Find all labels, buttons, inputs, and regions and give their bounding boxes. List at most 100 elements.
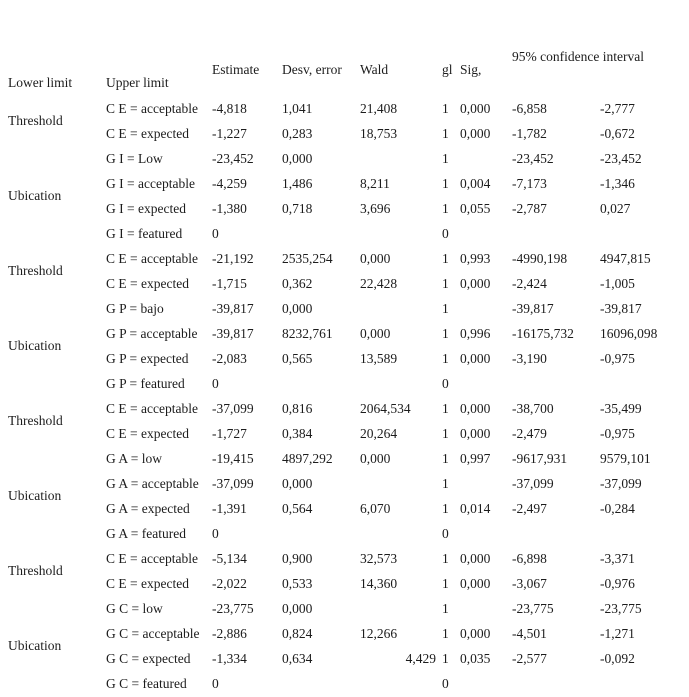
cell-sig: 0,000 bbox=[460, 100, 491, 116]
table-row: Ubication G C = low -23,775 0,000 1 -23,775 -2… bbox=[8, 596, 689, 654]
table-row: G I = expected -1,380 0,718 3,696 1 0,055 -2,7… bbox=[8, 196, 689, 221]
cell-sig bbox=[460, 521, 512, 546]
table-row: C E = expected -2,022 0,533 14,360 1 0,000 -3,… bbox=[8, 571, 689, 596]
cell-wald: 20,264 bbox=[360, 425, 398, 441]
cell-desv-error: 0,384 bbox=[282, 425, 313, 441]
table-row: G P = acceptable -39,817 8232,761 0,000 1 0,9… bbox=[8, 321, 689, 346]
cell-estimate: -37,099 bbox=[212, 475, 254, 491]
row-label: C E = expected bbox=[106, 275, 189, 291]
cell-upper-limit: 16096,098 bbox=[600, 325, 658, 341]
row-label: G I = Low bbox=[106, 150, 163, 166]
cell-sig: 0,035 bbox=[460, 650, 491, 666]
row-label: G C = expected bbox=[106, 650, 191, 666]
cell-sig: 0,055 bbox=[460, 200, 491, 216]
cell-wald bbox=[360, 221, 442, 246]
table-row: G A = acceptable -37,099 0,000 1 -37,099 -37,… bbox=[8, 471, 689, 496]
cell-sig: 0,000 bbox=[460, 400, 491, 416]
cell-sig: 0,993 bbox=[460, 250, 491, 266]
row-label: G C = acceptable bbox=[106, 625, 200, 641]
cell-desv-error: 0,000 bbox=[282, 600, 313, 616]
cell-wald: 13,589 bbox=[360, 350, 398, 366]
col-header-gl: gl bbox=[442, 62, 453, 77]
cell-wald: 4,429 bbox=[405, 650, 436, 666]
cell-gl: 1 bbox=[442, 475, 449, 491]
cell-estimate: 0 bbox=[212, 525, 219, 541]
cell-sig: 0,997 bbox=[460, 450, 491, 466]
cell-sig: 0,000 bbox=[460, 550, 491, 566]
cell-sig: 0,000 bbox=[460, 575, 491, 591]
cell-wald bbox=[360, 471, 442, 496]
cell-desv-error: 0,000 bbox=[282, 300, 313, 316]
cell-upper-limit bbox=[600, 521, 689, 546]
cell-sig: 0,000 bbox=[460, 625, 491, 641]
cell-desv-error bbox=[282, 521, 360, 546]
cell-gl: 1 bbox=[442, 150, 449, 166]
cell-estimate: -23,775 bbox=[212, 600, 254, 616]
row-group-label: Threshold bbox=[8, 563, 63, 578]
cell-lower-limit: -2,787 bbox=[512, 200, 547, 216]
cell-wald bbox=[360, 296, 442, 321]
cell-desv-error bbox=[282, 671, 360, 696]
cell-upper-limit: -2,777 bbox=[600, 100, 635, 116]
cell-desv-error: 0,000 bbox=[282, 475, 313, 491]
row-label: G A = low bbox=[106, 450, 162, 466]
cell-wald: 8,211 bbox=[360, 175, 390, 191]
cell-lower-limit: -4,501 bbox=[512, 625, 547, 641]
cell-estimate: -37,099 bbox=[212, 400, 254, 416]
table-row: G C = expected -1,334 0,634 4,429 1 0,035 -2,5… bbox=[8, 646, 689, 671]
cell-gl: 1 bbox=[442, 625, 449, 641]
cell-sig bbox=[460, 596, 512, 621]
cell-estimate: -23,452 bbox=[212, 150, 254, 166]
col-header-confidence-interval: 95% confidence interval bbox=[512, 49, 644, 64]
cell-desv-error bbox=[282, 371, 360, 396]
cell-desv-error: 0,565 bbox=[282, 350, 313, 366]
cell-gl: 1 bbox=[442, 450, 449, 466]
cell-upper-limit: -1,271 bbox=[600, 625, 635, 641]
cell-estimate: -5,134 bbox=[212, 550, 247, 566]
cell-upper-limit: -3,371 bbox=[600, 550, 635, 566]
col-header-desv-error: Desv, error bbox=[282, 62, 342, 77]
cell-sig: 0,000 bbox=[460, 125, 491, 141]
cell-upper-limit: -39,817 bbox=[600, 300, 642, 316]
table-header: Estimate Desv, error Wald gl Sig, 95% co… bbox=[8, 44, 689, 96]
cell-estimate: -1,391 bbox=[212, 500, 247, 516]
row-label: G I = acceptable bbox=[106, 175, 195, 191]
row-label: C E = acceptable bbox=[106, 100, 198, 116]
cell-desv-error: 1,041 bbox=[282, 100, 313, 116]
cell-gl: 0 bbox=[442, 525, 449, 541]
cell-upper-limit bbox=[600, 221, 689, 246]
row-label: G A = expected bbox=[106, 500, 190, 516]
cell-estimate: 0 bbox=[212, 675, 219, 691]
col-header-lower-limit: Lower limit bbox=[8, 75, 73, 90]
cell-desv-error: 0,533 bbox=[282, 575, 313, 591]
cell-gl: 1 bbox=[442, 275, 449, 291]
cell-wald: 21,408 bbox=[360, 100, 398, 116]
cell-estimate: 0 bbox=[212, 225, 219, 241]
cell-gl: 1 bbox=[442, 650, 449, 666]
cell-gl: 1 bbox=[442, 575, 449, 591]
cell-wald bbox=[360, 521, 442, 546]
cell-gl: 1 bbox=[442, 175, 449, 191]
table-row: C E = expected -1,727 0,384 20,264 1 0,000 -2,… bbox=[8, 421, 689, 446]
cell-wald: 12,266 bbox=[360, 625, 398, 641]
cell-wald: 3,696 bbox=[360, 200, 391, 216]
cell-sig bbox=[460, 671, 512, 696]
cell-wald: 14,360 bbox=[360, 575, 398, 591]
row-group-label: Threshold bbox=[8, 263, 63, 278]
cell-desv-error: 0,824 bbox=[282, 625, 313, 641]
cell-estimate: -19,415 bbox=[212, 450, 254, 466]
cell-lower-limit bbox=[512, 371, 600, 396]
cell-gl: 0 bbox=[442, 675, 449, 691]
cell-lower-limit: -1,782 bbox=[512, 125, 547, 141]
table-row: G P = expected -2,083 0,565 13,589 1 0,000 -3,… bbox=[8, 346, 689, 371]
cell-upper-limit: -23,452 bbox=[600, 150, 642, 166]
cell-upper-limit: -0,672 bbox=[600, 125, 635, 141]
row-group-label: Ubication bbox=[8, 338, 62, 353]
cell-gl: 1 bbox=[442, 250, 449, 266]
table-row: G P = featured 0 0 bbox=[8, 371, 689, 396]
table-row: Ubication G A = low -19,415 4897,292 0,000 1 0… bbox=[8, 446, 689, 504]
row-label: G P = acceptable bbox=[106, 325, 198, 341]
cell-lower-limit: -39,817 bbox=[512, 300, 554, 316]
cell-gl: 1 bbox=[442, 200, 449, 216]
row-label: G A = acceptable bbox=[106, 475, 199, 491]
